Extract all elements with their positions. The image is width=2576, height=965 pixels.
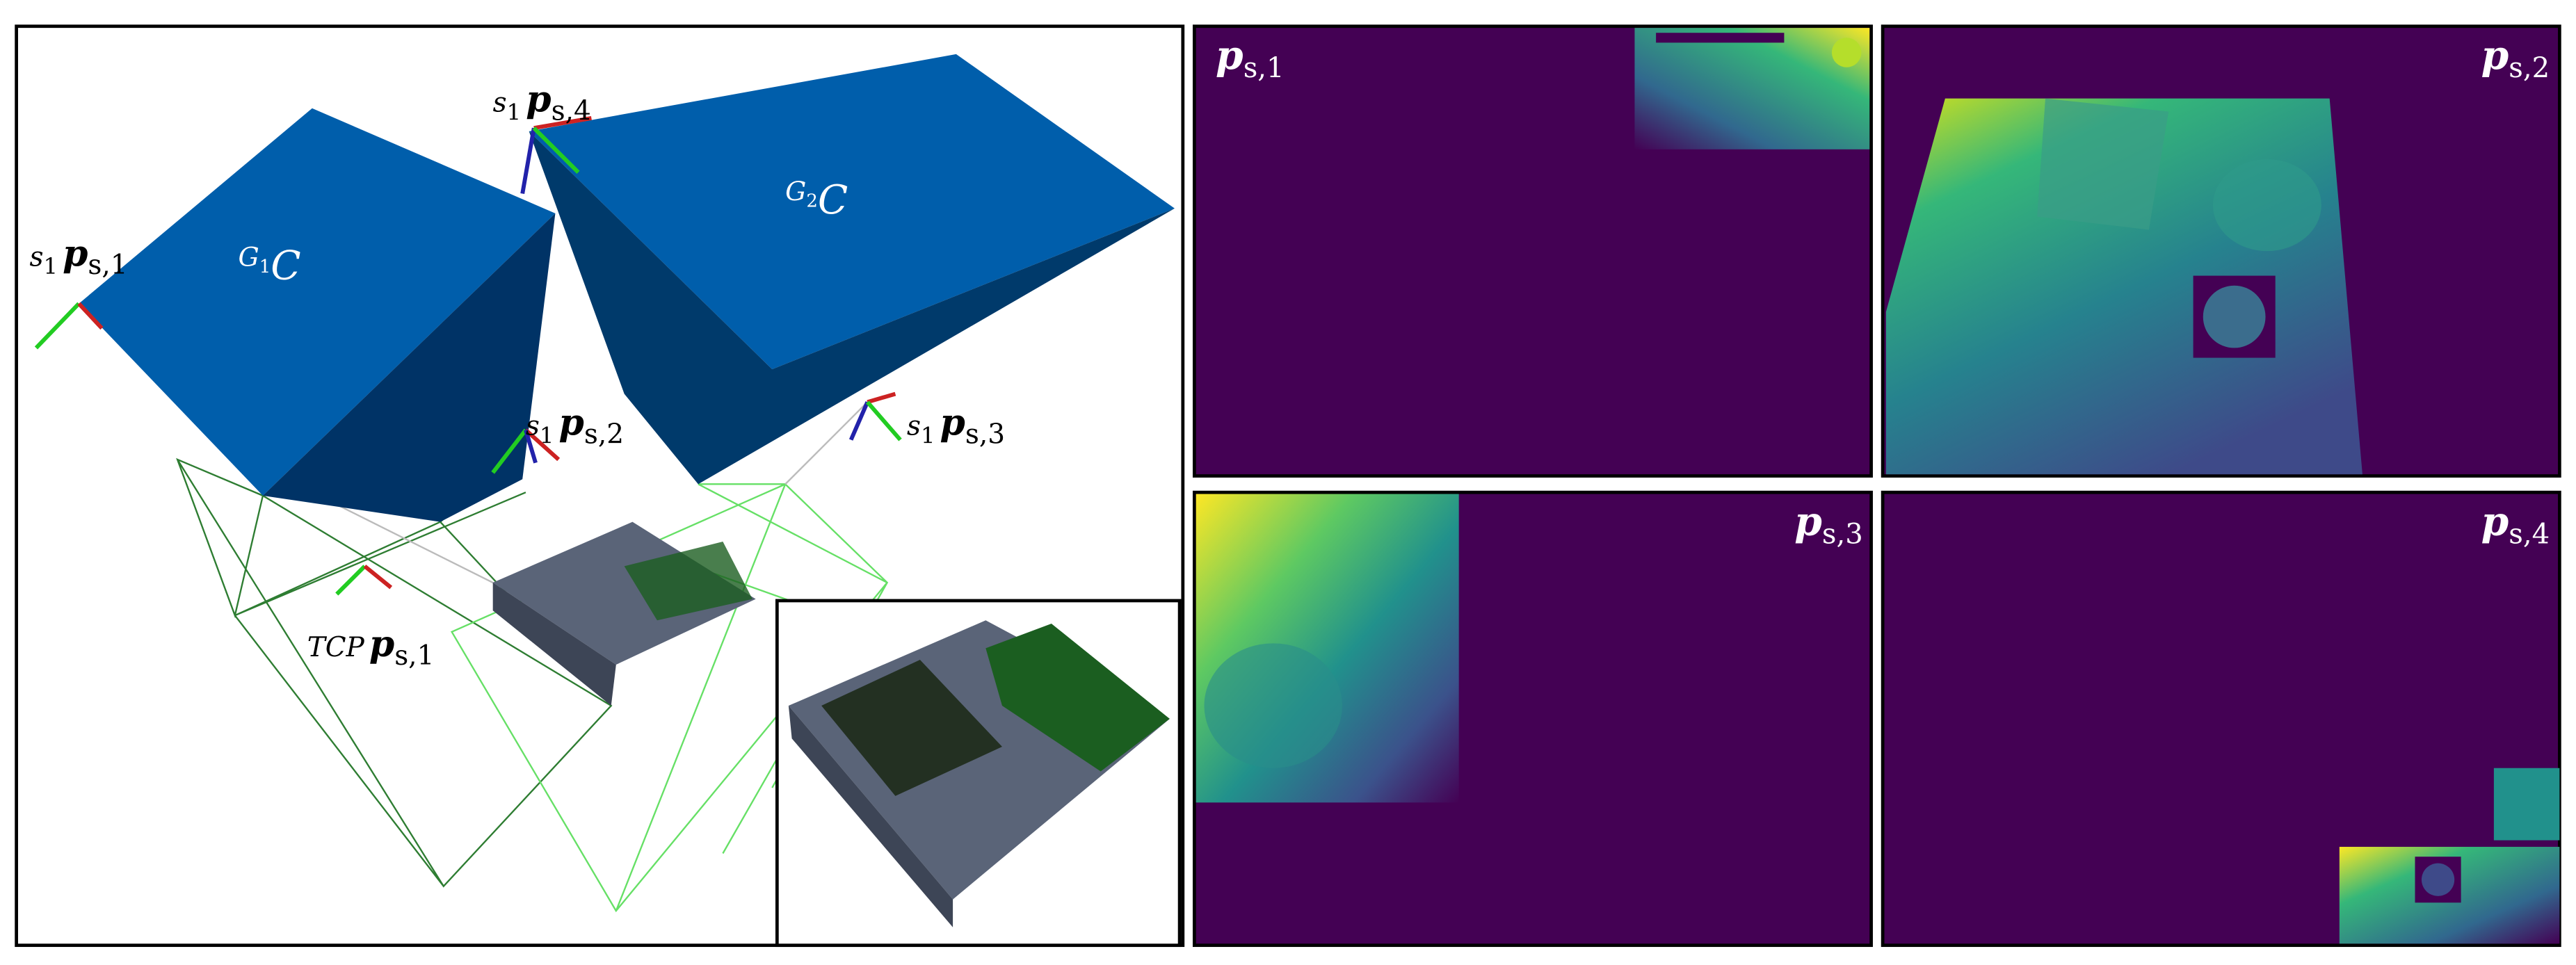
label-part: p: [369, 623, 394, 665]
depth-panel-1: [1192, 24, 1873, 478]
label-part: s,1: [1243, 52, 1285, 84]
label-part: p: [1794, 499, 1822, 545]
cluster-box-1: [79, 108, 556, 496]
cluster-label: G2C: [785, 176, 848, 223]
math-label: s1 ps,2: [526, 402, 624, 451]
cluster-box-2-side: [529, 131, 1175, 485]
label-part: p: [526, 79, 551, 121]
label-part: C: [818, 177, 848, 223]
label-part: s: [526, 411, 540, 442]
math-label: s1 ps,1: [30, 232, 128, 281]
inset-pocket: [821, 659, 1002, 796]
label-part: 1: [921, 422, 935, 448]
depth-label: ps,3: [1794, 499, 1863, 551]
label-part: s,1: [394, 640, 434, 672]
cluster-box-1-side: [262, 213, 556, 522]
label-part: s,3: [1822, 518, 1863, 550]
cluster-box-2: [529, 54, 1175, 370]
label-part: p: [2481, 499, 2509, 545]
frustum-light: [450, 482, 889, 913]
object-patch: [624, 541, 752, 621]
math-label: s1 ps,3: [907, 402, 1005, 451]
label-part: p: [63, 232, 88, 275]
depth-label: ps,2: [2481, 33, 2550, 84]
label-part: C: [271, 243, 300, 289]
depth-panel-3: [1192, 490, 1873, 948]
label-part: s,4: [552, 95, 591, 127]
depth-panel-2: [1881, 24, 2561, 478]
label-part: s,3: [965, 419, 1005, 450]
depth-label: ps,1: [1216, 33, 1285, 84]
depth-panel-4: [1881, 490, 2561, 948]
label-part: G: [239, 241, 259, 272]
object-side: [492, 582, 616, 706]
inset-object-side: [788, 706, 953, 927]
math-label: s1 ps,4: [493, 79, 591, 127]
label-part: s,4: [2509, 518, 2550, 550]
cluster-label: G1C: [239, 241, 301, 289]
math-label: TCP ps,1: [307, 623, 435, 672]
label-part: s,2: [584, 419, 624, 450]
label-part: s,1: [88, 250, 127, 281]
label-part: 1: [259, 257, 271, 277]
label-part: TCP: [307, 632, 365, 663]
label-part: s: [493, 88, 507, 119]
label-part: p: [559, 402, 584, 444]
label-part: 1: [507, 99, 521, 125]
label-part: s,2: [2509, 52, 2550, 84]
ray: [312, 401, 869, 592]
label-part: 1: [44, 253, 58, 279]
label-part: 2: [806, 190, 818, 211]
label-part: s: [907, 411, 921, 442]
inset-patch: [985, 624, 1170, 772]
object: [492, 521, 756, 665]
label-part: p: [1216, 33, 1243, 79]
depth-label: ps,4: [2481, 499, 2550, 551]
label-part: p: [2481, 33, 2509, 79]
label-part: p: [940, 402, 965, 444]
label-part: G: [785, 176, 806, 206]
label-part: 1: [540, 422, 554, 448]
label-part: s: [30, 241, 44, 273]
frames: [34, 116, 902, 596]
